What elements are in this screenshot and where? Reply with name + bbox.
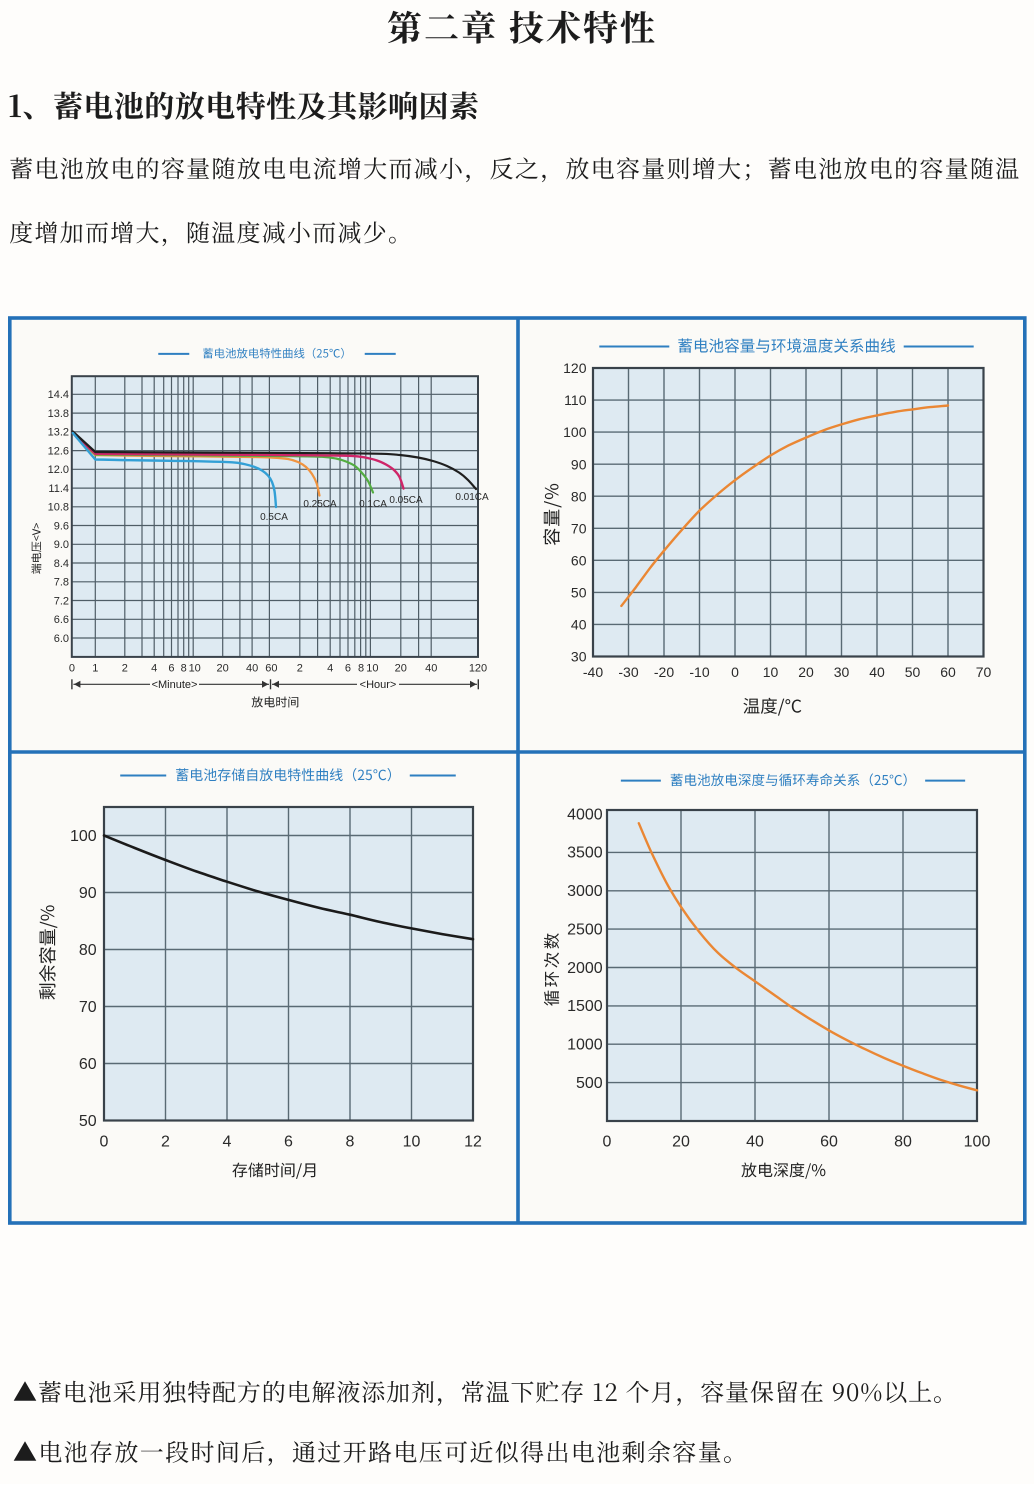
svg-text:8: 8	[358, 663, 364, 675]
svg-text:40: 40	[869, 664, 885, 680]
svg-text:6.0: 6.0	[54, 633, 69, 645]
svg-text:60: 60	[940, 664, 956, 680]
svg-text:2: 2	[122, 663, 128, 675]
svg-text:100: 100	[70, 828, 97, 845]
svg-text:90: 90	[79, 885, 97, 902]
svg-text:-10: -10	[689, 664, 709, 680]
svg-text:3500: 3500	[567, 845, 603, 862]
svg-text:80: 80	[571, 488, 587, 504]
svg-text:<Minute>: <Minute>	[152, 679, 198, 691]
svg-text:0: 0	[69, 663, 75, 675]
svg-text:7.2: 7.2	[54, 595, 69, 607]
svg-text:10: 10	[403, 1134, 421, 1151]
svg-text:9.6: 9.6	[54, 520, 69, 532]
svg-text:0.05CA: 0.05CA	[389, 495, 423, 506]
svg-text:12: 12	[464, 1134, 482, 1151]
svg-text:100: 100	[563, 424, 587, 440]
svg-text:6: 6	[345, 663, 351, 675]
svg-text:0: 0	[603, 1134, 612, 1151]
svg-text:11.4: 11.4	[48, 483, 69, 495]
svg-text:12.0: 12.0	[48, 464, 69, 476]
svg-text:10: 10	[366, 663, 378, 675]
svg-text:120: 120	[469, 663, 487, 675]
svg-text:-40: -40	[583, 664, 603, 680]
svg-text:-20: -20	[654, 664, 674, 680]
svg-text:30: 30	[571, 649, 587, 665]
svg-text:50: 50	[571, 584, 587, 600]
svg-text:0.1CA: 0.1CA	[359, 499, 387, 510]
svg-text:4: 4	[327, 663, 333, 675]
svg-text:14.4: 14.4	[48, 389, 69, 401]
svg-text:2: 2	[297, 663, 303, 675]
svg-text:20: 20	[217, 663, 229, 675]
svg-text:80: 80	[79, 942, 97, 959]
svg-text:1500: 1500	[567, 998, 603, 1015]
svg-text:<Hour>: <Hour>	[360, 679, 397, 691]
svg-text:60: 60	[820, 1134, 838, 1151]
svg-text:6: 6	[284, 1134, 293, 1151]
svg-text:500: 500	[576, 1075, 603, 1092]
svg-text:6.6: 6.6	[54, 614, 69, 626]
svg-text:3000: 3000	[567, 883, 603, 900]
svg-text:12.6: 12.6	[48, 445, 69, 457]
svg-text:9.0: 9.0	[54, 539, 69, 551]
svg-text:0.01CA: 0.01CA	[455, 492, 489, 503]
svg-text:8.4: 8.4	[54, 558, 69, 570]
svg-text:7.8: 7.8	[54, 577, 69, 589]
svg-text:6: 6	[168, 663, 174, 675]
svg-text:10.8: 10.8	[48, 502, 69, 514]
svg-text:4: 4	[151, 663, 157, 675]
svg-text:1000: 1000	[567, 1037, 603, 1054]
svg-text:70: 70	[976, 664, 992, 680]
svg-text:13.8: 13.8	[48, 408, 69, 420]
svg-text:40: 40	[425, 663, 437, 675]
svg-text:10: 10	[189, 663, 201, 675]
svg-text:50: 50	[905, 664, 921, 680]
svg-text:8: 8	[181, 663, 187, 675]
svg-text:4: 4	[223, 1134, 232, 1151]
svg-text:100: 100	[964, 1134, 991, 1151]
svg-text:60: 60	[265, 663, 277, 675]
svg-text:60: 60	[79, 1056, 97, 1073]
svg-text:-30: -30	[618, 664, 638, 680]
svg-text:1: 1	[92, 663, 98, 675]
svg-text:20: 20	[798, 664, 814, 680]
svg-text:20: 20	[395, 663, 407, 675]
svg-text:20: 20	[672, 1134, 690, 1151]
svg-text:13.2: 13.2	[48, 427, 69, 439]
svg-text:110: 110	[564, 392, 587, 408]
svg-text:8: 8	[346, 1134, 355, 1151]
svg-text:0.25CA: 0.25CA	[303, 499, 337, 510]
svg-text:50: 50	[79, 1113, 97, 1130]
svg-text:30: 30	[834, 664, 850, 680]
svg-text:2500: 2500	[567, 921, 603, 938]
svg-text:0: 0	[731, 664, 739, 680]
svg-text:2: 2	[161, 1134, 170, 1151]
svg-text:4000: 4000	[567, 806, 603, 823]
svg-text:40: 40	[571, 617, 587, 633]
svg-text:2000: 2000	[567, 960, 603, 977]
svg-text:0.5CA: 0.5CA	[260, 512, 288, 523]
svg-text:80: 80	[894, 1134, 912, 1151]
svg-text:10: 10	[763, 664, 779, 680]
svg-text:0: 0	[100, 1134, 109, 1151]
svg-text:120: 120	[563, 360, 587, 376]
svg-text:70: 70	[79, 999, 97, 1016]
svg-text:90: 90	[571, 456, 587, 472]
svg-text:70: 70	[571, 520, 587, 536]
svg-text:60: 60	[571, 552, 587, 568]
svg-text:40: 40	[246, 663, 258, 675]
svg-text:40: 40	[746, 1134, 764, 1151]
